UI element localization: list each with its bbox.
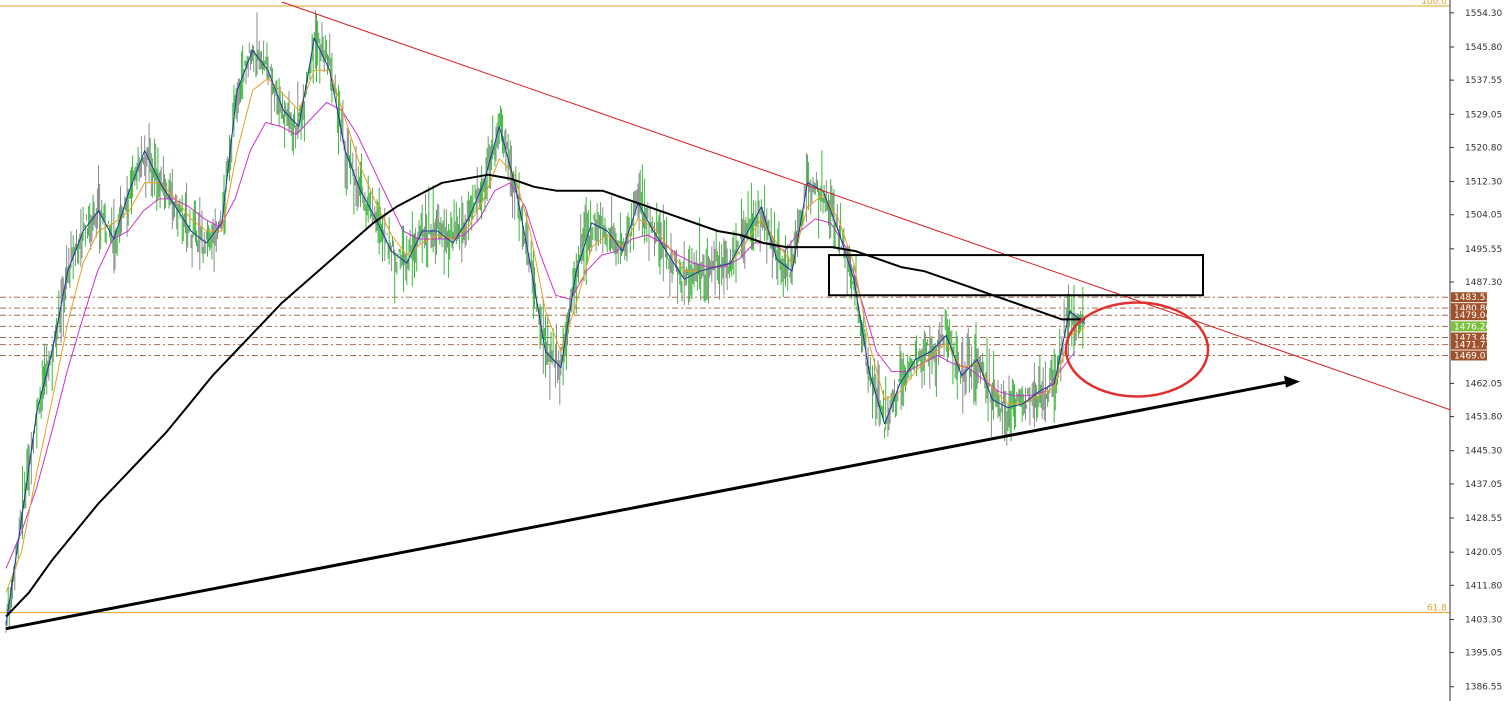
fib-label: 61.8 xyxy=(1427,604,1447,614)
price-level-badge-label: 1473.48 xyxy=(1454,334,1491,344)
y-tick-label: 1504.05 xyxy=(1465,211,1502,221)
y-tick-label: 1411.80 xyxy=(1465,581,1502,591)
price-level-badge xyxy=(1451,310,1487,321)
y-tick-label: 1428.55 xyxy=(1465,514,1502,524)
y-tick-label: 1395.05 xyxy=(1465,649,1502,659)
y-tick-label: 1512.30 xyxy=(1465,178,1502,188)
price-axis: 1554.30 1545.80 1537.55 1529.05 1520.80 1512.… xyxy=(1449,0,1502,701)
close-line xyxy=(5,37,1086,625)
highlight-ellipse xyxy=(1064,301,1210,398)
price-level-badge-label: 1480.80 xyxy=(1454,304,1491,314)
y-tick-label: 1529.05 xyxy=(1465,110,1502,120)
resistance-box xyxy=(828,254,1204,297)
fib-label: 100.0 xyxy=(1421,0,1447,7)
ma-mid-line xyxy=(5,101,1076,569)
y-tick-label: 1453.80 xyxy=(1465,413,1502,423)
price-level-badge xyxy=(1451,350,1487,361)
y-tick-label: 1420.05 xyxy=(1465,548,1502,558)
y-tick-label: 1495.55 xyxy=(1465,245,1502,255)
price-level-badge xyxy=(1451,339,1487,350)
y-tick-label: 1462.05 xyxy=(1465,379,1502,389)
ma-fast-line xyxy=(5,69,1086,593)
price-level-badge xyxy=(1451,321,1487,332)
y-tick-label: 1386.55 xyxy=(1465,683,1502,693)
y-tick-label: 1520.80 xyxy=(1465,143,1502,153)
price-level-lines: 100.0 61.8 xyxy=(0,0,1450,614)
y-tick-label: 1445.30 xyxy=(1465,447,1502,457)
price-level-badge-label: 1476.26 xyxy=(1454,322,1491,332)
price-level-badge-label: 1479.04 xyxy=(1454,311,1491,321)
y-tick-label: 1537.55 xyxy=(1465,76,1502,86)
resistance-trendline xyxy=(281,1,1451,411)
y-tick-label: 1554.30 xyxy=(1465,9,1502,19)
y-tick-label: 1437.05 xyxy=(1465,480,1502,490)
price-level-badge xyxy=(1451,332,1487,343)
price-level-badge-label: 1471.72 xyxy=(1454,341,1491,351)
y-tick-label: 1487.30 xyxy=(1465,278,1502,288)
moving-averages xyxy=(5,37,1086,625)
price-level-badge-label: 1483.51 xyxy=(1454,293,1491,303)
price-level-badge-label: 1469.01 xyxy=(1454,351,1491,361)
support-arrow-head xyxy=(1284,375,1300,388)
y-tick-label: 1545.80 xyxy=(1465,43,1502,53)
ma-slow-line xyxy=(5,173,1085,618)
price-bars xyxy=(5,9,1085,633)
price-level-badge xyxy=(1451,292,1487,303)
support-arrow-line xyxy=(5,380,1287,631)
y-tick-label: 1403.30 xyxy=(1465,615,1502,625)
price-level-badge xyxy=(1451,303,1487,314)
trend-drawings xyxy=(5,1,1451,631)
